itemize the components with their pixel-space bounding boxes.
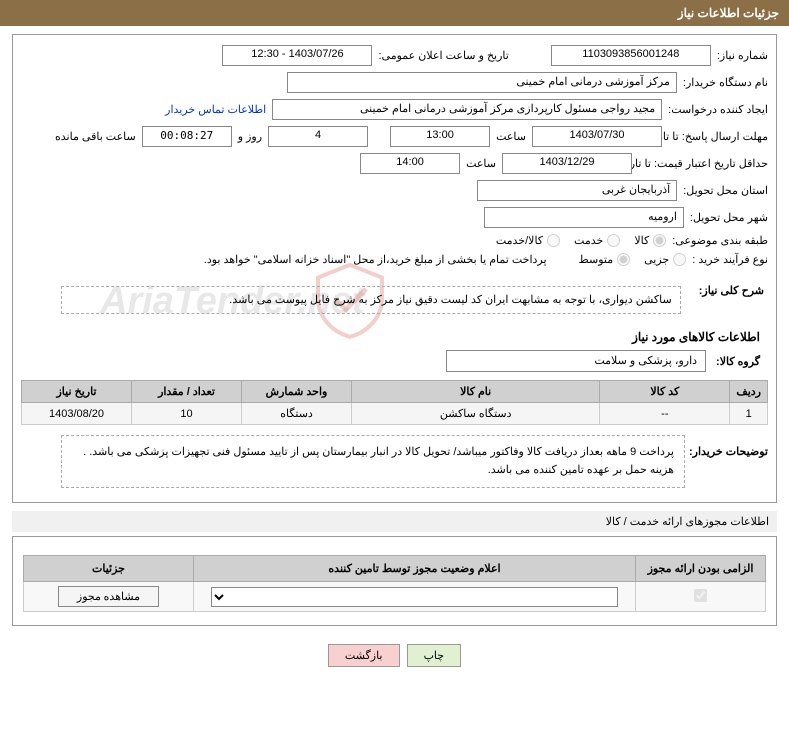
- purchase-type-radio-group: جزیی متوسط: [579, 253, 687, 266]
- overview-text: ساکشن دیواری، با توجه به مشابهت ایران کد…: [61, 286, 681, 314]
- category-radio-group: کالا خدمت کالا/خدمت: [496, 234, 666, 247]
- print-button[interactable]: چاپ: [407, 644, 462, 667]
- overview-label: شرح کلی نیاز:: [699, 284, 764, 297]
- th-date: تاریخ نیاز: [22, 381, 132, 403]
- requester-value: مجید رواجی مسئول کارپردازی مرکز آموزشی د…: [272, 99, 662, 120]
- response-deadline-label: مهلت ارسال پاسخ: تا تاریخ:: [668, 130, 768, 143]
- th-qty: تعداد / مقدار: [132, 381, 242, 403]
- footer-buttons: چاپ بازگشت: [0, 634, 789, 673]
- permit-status-select[interactable]: [211, 587, 619, 607]
- delivery-city-label: شهر محل تحویل:: [690, 211, 768, 224]
- buyer-contact-link[interactable]: اطلاعات تماس خریدار: [165, 103, 266, 116]
- buyer-notes-label: توضیحات خریدار:: [689, 445, 768, 458]
- th-mandatory: الزامی بودن ارائه مجوز: [636, 556, 766, 582]
- price-validity-label: حداقل تاریخ اعتبار قیمت: تا تاریخ:: [638, 157, 768, 170]
- th-status: اعلام وضعیت مجوز توسط تامین کننده: [194, 556, 636, 582]
- time-left-value: 00:08:27: [142, 126, 232, 147]
- items-table: ردیف کد کالا نام کالا واحد شمارش تعداد /…: [21, 380, 768, 425]
- need-number-value: 1103093856001248: [551, 45, 711, 66]
- cell-unit: دستگاه: [242, 403, 352, 425]
- announce-datetime-label: تاریخ و ساعت اعلان عمومی:: [378, 49, 508, 62]
- cell-name: دستگاه ساکشن: [352, 403, 600, 425]
- main-info-panel: شماره نیاز: 1103093856001248 تاریخ و ساع…: [12, 34, 777, 503]
- delivery-province-label: استان محل تحویل:: [683, 184, 768, 197]
- table-row: 1--دستگاه ساکشندستگاه101403/08/20: [22, 403, 768, 425]
- goods-group-label: گروه کالا:: [716, 355, 760, 368]
- days-and-label: روز و: [238, 130, 262, 143]
- response-deadline-time: 13:00: [390, 126, 490, 147]
- price-validity-time: 14:00: [360, 153, 460, 174]
- view-permit-button[interactable]: مشاهده مجوز: [58, 586, 159, 607]
- th-name: نام کالا: [352, 381, 600, 403]
- radio-medium[interactable]: متوسط: [579, 253, 631, 266]
- treasury-note: پرداخت تمام یا بخشی از مبلغ خرید،از محل …: [204, 253, 547, 266]
- items-section-title: اطلاعات کالاهای مورد نیاز: [21, 330, 760, 344]
- response-deadline-date: 1403/07/30: [532, 126, 662, 147]
- th-unit: واحد شمارش: [242, 381, 352, 403]
- days-count: 4: [268, 126, 368, 147]
- announce-datetime-value: 1403/07/26 - 12:30: [222, 45, 372, 66]
- page-title: جزئیات اطلاعات نیاز: [0, 0, 789, 26]
- permit-row: مشاهده مجوز: [24, 582, 766, 612]
- radio-goods-service[interactable]: کالا/خدمت: [496, 234, 560, 247]
- buyer-notes-text: پرداخت 9 ماهه بعداز دریافت کالا وفاکتور …: [61, 435, 685, 488]
- radio-service[interactable]: خدمت: [574, 234, 620, 247]
- permits-table: الزامی بودن ارائه مجوز اعلام وضعیت مجوز …: [23, 555, 766, 612]
- permit-mandatory-checkbox: [694, 589, 707, 602]
- category-label: طبقه بندی موضوعی:: [672, 234, 768, 247]
- goods-group-value: دارو، پزشکی و سلامت: [446, 350, 706, 372]
- delivery-city-value: ارومیه: [484, 207, 684, 228]
- cell-qty: 10: [132, 403, 242, 425]
- permits-section-title: اطلاعات مجوزهای ارائه خدمت / کالا: [12, 511, 777, 532]
- delivery-province-value: آذربایجان غربی: [477, 180, 677, 201]
- th-details: جزئیات: [24, 556, 194, 582]
- back-button[interactable]: بازگشت: [328, 644, 400, 667]
- time-word-1: ساعت: [496, 130, 526, 143]
- th-row: ردیف: [730, 381, 768, 403]
- th-code: کد کالا: [600, 381, 730, 403]
- cell-code: --: [600, 403, 730, 425]
- buyer-org-label: نام دستگاه خریدار:: [683, 76, 768, 89]
- radio-goods[interactable]: کالا: [634, 234, 666, 247]
- need-number-label: شماره نیاز:: [717, 49, 768, 62]
- price-validity-date: 1403/12/29: [502, 153, 632, 174]
- purchase-type-label: نوع فرآیند خرید :: [692, 253, 768, 266]
- requester-label: ایجاد کننده درخواست:: [668, 103, 768, 116]
- cell-row: 1: [730, 403, 768, 425]
- time-word-2: ساعت: [466, 157, 496, 170]
- buyer-org-value: مرکز آموزشی درمانی امام خمینی: [287, 72, 677, 93]
- radio-partial[interactable]: جزیی: [644, 253, 686, 266]
- cell-date: 1403/08/20: [22, 403, 132, 425]
- time-left-label: ساعت باقی مانده: [55, 130, 136, 143]
- permits-panel: الزامی بودن ارائه مجوز اعلام وضعیت مجوز …: [12, 536, 777, 626]
